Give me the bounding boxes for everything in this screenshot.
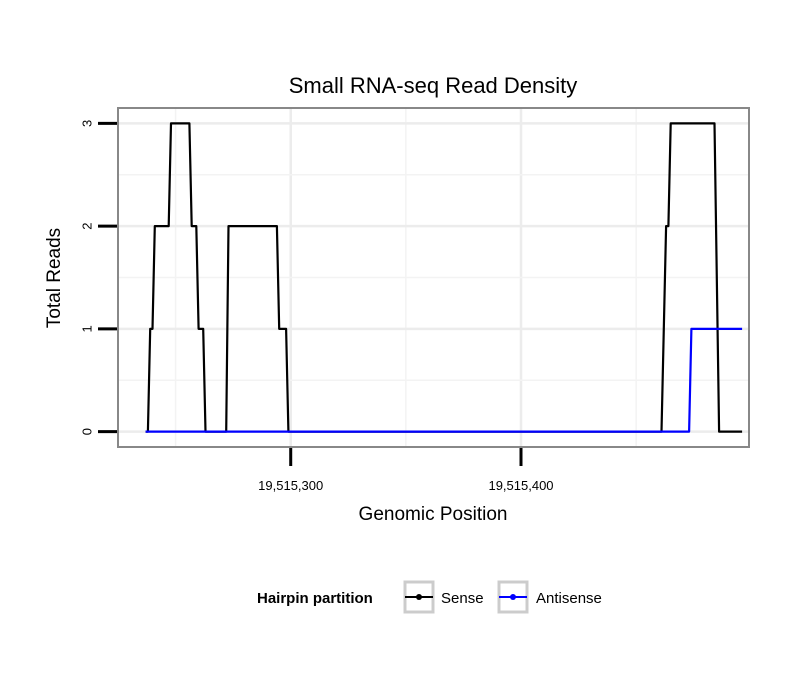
series-layer [145,122,743,433]
legend-key-point-sense [416,594,422,600]
legend-label-antisense: Antisense [536,590,602,607]
chart-title: Small RNA-seq Read Density [289,73,578,98]
y-tick-label: 2 [79,223,94,230]
legend: Hairpin partition Sense Antisense [257,580,602,614]
x-tick-label: 19,515,300 [258,478,323,493]
y-tick-label: 1 [79,325,94,332]
x-axis: 19,515,300 19,515,400 [258,448,554,493]
series-line-sense [145,122,743,433]
legend-title: Hairpin partition [257,590,373,607]
y-axis: 0 1 2 3 [79,120,117,435]
legend-item-sense: Sense [403,580,484,614]
x-tick-label: 19,515,400 [488,478,553,493]
y-axis-title: Total Reads [44,228,65,328]
legend-label-sense: Sense [441,590,484,607]
plot-panel-border [117,107,750,448]
legend-key-point-antisense [510,594,516,600]
y-tick-label: 3 [79,120,94,127]
y-tick-label: 0 [79,428,94,435]
x-axis-title: Genomic Position [359,504,508,525]
legend-item-antisense: Antisense [497,580,602,614]
gridlines [118,108,749,447]
series-line-antisense [145,327,743,433]
